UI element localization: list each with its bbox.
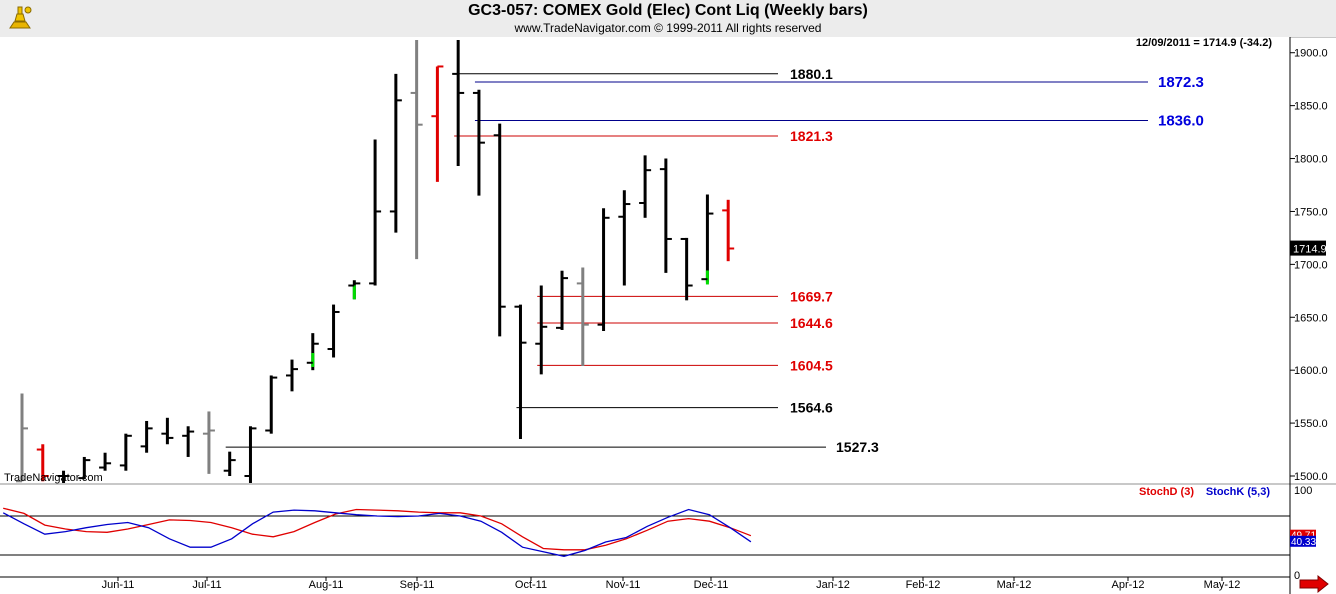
time-axis: Jun-11 Jul-11 Aug-11 Sep-11 Oct-11 Nov-11 Dec-…: [0, 574, 1329, 594]
ohlc-bar: [244, 426, 257, 483]
stochk-line: [2, 508, 752, 557]
price-level-label: 1644.6: [790, 315, 833, 331]
ohlc-bar: [182, 426, 195, 457]
x-tick-label: Jan-12: [816, 579, 850, 591]
ohlc-bar: [659, 158, 672, 273]
ohlc-bars: [16, 40, 735, 483]
y-tick-label: 1600.0: [1294, 365, 1328, 377]
ohlc-bar: [369, 139, 382, 286]
ohlc-bar: [78, 456, 91, 480]
ohlc-bar: [576, 267, 589, 366]
price-levels: 1880.1 1872.3 1836.0 1821.3 1669.7 1644.6 1604…: [225, 66, 1204, 455]
watermark: TradeNavigator.com: [4, 472, 103, 484]
x-tick-label: Aug-11: [309, 579, 344, 591]
chart-header: GC3-057: COMEX Gold (Elec) Cont Liq (Wee…: [0, 0, 1336, 38]
ohlc-bar: [535, 285, 548, 375]
x-tick-label: Sep-11: [400, 579, 435, 591]
last-price-tag-bg: [1290, 240, 1326, 256]
price-level-label: 1564.6: [790, 400, 833, 416]
y-tick-label: 1550.0: [1294, 418, 1328, 430]
ohlc-bar: [57, 470, 70, 483]
ohlc-bar: [389, 73, 402, 233]
price-level-label: 1527.3: [836, 439, 879, 455]
price-level-label: 1872.3: [1158, 74, 1204, 91]
ohlc-bar: [202, 411, 215, 474]
x-tick-label: Mar-12: [997, 579, 1032, 591]
ohlc-bar: [99, 452, 112, 471]
stoch-y-tick: 0: [1294, 570, 1300, 582]
y-tick-label: 1700.0: [1294, 259, 1328, 271]
ohlc-bar: [639, 155, 652, 218]
stochk-legend: StochK (5,3): [1206, 486, 1271, 498]
price-level-label: 1880.1: [790, 66, 833, 82]
stochk-value: 40.33: [1291, 537, 1316, 548]
price-axis: 1500.0 1550.0 1600.0 1650.0 1700.0 1750.0 1800…: [1290, 48, 1328, 483]
x-tick-label: Dec-11: [694, 579, 729, 591]
x-tick-label: Feb-12: [906, 579, 941, 591]
y-tick-label: 1750.0: [1294, 206, 1328, 218]
stochk-value-bg: [1290, 535, 1316, 547]
price-level-label: 1604.5: [790, 357, 833, 373]
ohlc-bar: [680, 237, 693, 301]
copyright-notice: www.TradeNavigator.com © 1999-2011 All r…: [514, 21, 822, 35]
x-tick-label: Apr-12: [1111, 579, 1144, 591]
ohlc-bar: [597, 208, 610, 332]
x-tick-label: Oct-11: [515, 579, 547, 591]
stoch-y-tick: 100: [1294, 485, 1312, 497]
ohlc-bar: [16, 393, 28, 483]
last-price-tag: 1714.9: [1293, 244, 1327, 256]
ohlc-bar: [722, 199, 735, 262]
ohlc-bar: [286, 359, 299, 392]
ohlc-bar: [493, 123, 506, 337]
trade-navigator-logo-icon: [9, 6, 32, 29]
ohlc-bar: [306, 333, 319, 371]
ohlc-bar: [452, 40, 465, 166]
x-tick-label: Jun-11: [102, 579, 135, 591]
stochd-line: [3, 507, 752, 551]
ohlc-bar: [701, 194, 714, 285]
ohlc-bar: [410, 40, 423, 260]
price-level-label: 1836.0: [1158, 112, 1204, 129]
last-quote: 12/09/2011 = 1714.9 (-34.2): [1136, 37, 1272, 49]
ohlc-bar: [618, 190, 631, 286]
price-level-label: 1669.7: [790, 288, 833, 304]
stochd-legend: StochD (3): [1139, 486, 1194, 498]
stochd-value-bg: [1290, 529, 1316, 541]
ohlc-bar: [36, 444, 49, 482]
ohlc-bar: [514, 304, 527, 439]
main-panel: [0, 37, 1336, 594]
ohlc-bar: [348, 280, 361, 300]
y-tick-label: 1900.0: [1294, 48, 1328, 60]
ohlc-bar: [472, 89, 485, 196]
ohlc-bar: [327, 304, 340, 358]
ohlc-bar: [431, 65, 444, 182]
price-level-label: 1821.3: [790, 128, 833, 144]
scroll-right-arrow-icon[interactable]: [1299, 574, 1329, 594]
ohlc-bar: [140, 420, 153, 453]
ohlc-bar: [161, 417, 174, 445]
x-tick-label: May-12: [1204, 579, 1241, 591]
x-tick-label: Jul-11: [192, 579, 221, 591]
y-tick-label: 1850.0: [1294, 101, 1328, 113]
ohlc-bar: [556, 270, 569, 330]
y-tick-label: 1800.0: [1294, 154, 1328, 166]
ohlc-bar: [265, 375, 278, 434]
y-tick-label: 1500.0: [1294, 471, 1328, 483]
x-tick-label: Nov-11: [606, 579, 641, 591]
y-tick-label: 1650.0: [1294, 312, 1328, 324]
chart-title: GC3-057: COMEX Gold (Elec) Cont Liq (Wee…: [468, 2, 868, 19]
ohlc-bar: [119, 433, 132, 471]
ohlc-bar: [223, 451, 236, 476]
